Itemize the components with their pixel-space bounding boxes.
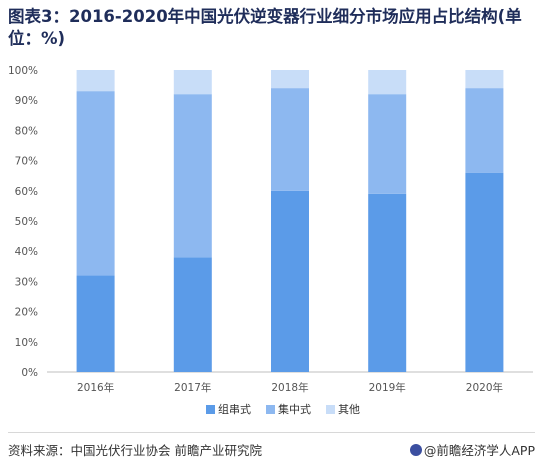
bar-segment-series1 (271, 190, 309, 372)
legend-swatch (326, 405, 335, 414)
legend-label: 其他 (338, 403, 360, 416)
brand-credit: @前瞻经济学人APP (409, 440, 535, 459)
y-tick-label: 50% (15, 216, 38, 228)
bar-segment-series2 (465, 88, 504, 173)
brand-label: @前瞻经济学人APP (423, 443, 535, 458)
chart-title: 图表3：2016-2020年中国光伏逆变器行业细分市场应用占比结构(单位：%) (8, 7, 522, 48)
y-tick-label: 70% (15, 156, 38, 168)
y-tick-label: 30% (15, 276, 38, 288)
brand-logo-icon (409, 444, 422, 456)
y-tick-label: 80% (15, 125, 38, 137)
bar-segment-series2 (368, 94, 407, 194)
bar-segment-series2 (271, 88, 309, 191)
source-note: 资料来源：中国光伏行业协会 前瞻产业研究院 (8, 443, 262, 458)
bar-segment-series1 (173, 257, 212, 372)
y-tick-label: 40% (15, 246, 38, 258)
legend-label: 组串式 (218, 402, 251, 416)
y-tick-label: 60% (15, 186, 38, 198)
y-tick-label: 10% (15, 337, 38, 349)
bar-segment-series1 (368, 193, 407, 372)
x-tick-label: 2018年 (271, 381, 308, 394)
legend-label: 集中式 (278, 402, 311, 416)
x-tick-label: 2017年 (174, 381, 211, 394)
y-tick-label: 0% (21, 367, 38, 379)
bar-segment-series3 (76, 70, 115, 92)
y-tick-label: 90% (15, 95, 38, 107)
bar-segment-series3 (465, 70, 504, 89)
x-tick-label: 2016年 (77, 381, 114, 394)
bar-segment-series1 (465, 172, 504, 372)
legend-swatch (206, 405, 215, 414)
x-tick-label: 2019年 (369, 381, 406, 394)
y-tick-label: 100% (8, 65, 38, 77)
footer-divider (8, 432, 535, 433)
bar-segment-series3 (173, 70, 212, 95)
bar-segment-series2 (76, 91, 115, 276)
bar-segment-series1 (76, 275, 115, 372)
x-tick-label: 2020年 (466, 381, 503, 394)
bar-segment-series3 (271, 70, 309, 89)
bar-segment-series2 (173, 94, 212, 258)
y-tick-label: 20% (15, 307, 38, 319)
bar-segment-series3 (368, 70, 407, 95)
legend-swatch (266, 405, 275, 414)
